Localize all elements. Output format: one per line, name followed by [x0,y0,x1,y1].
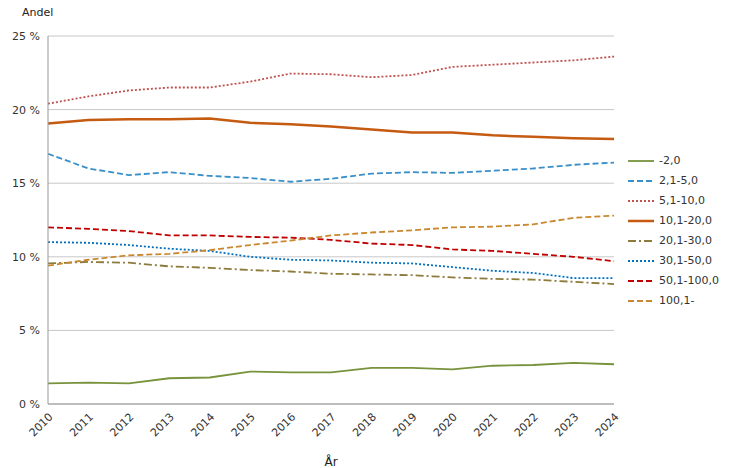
svg-text:5 %: 5 % [19,324,40,337]
html-text:50,1-100,0: 50,1-100,0 [659,274,719,287]
svg-text:2015: 2015 [229,410,258,439]
svg-text:20 %: 20 % [12,104,40,117]
svg-text:15 %: 15 % [12,177,40,190]
svg-text:2018: 2018 [350,410,379,439]
svg-text:2020: 2020 [431,410,460,439]
svg-text:2019: 2019 [391,410,420,439]
svg-text:2024: 2024 [593,410,622,439]
svg-text:2011: 2011 [67,410,96,439]
svg-text:2012: 2012 [108,410,137,439]
svg-text:0 %: 0 % [19,398,40,411]
svg-text:2021: 2021 [471,410,500,439]
html-text:5,1-10,0: 5,1-10,0 [659,194,705,207]
svg-text:2016: 2016 [269,410,298,439]
svg-text:2017: 2017 [310,410,339,439]
html-text:30,1-50,0: 30,1-50,0 [659,254,712,267]
svg-text:2010: 2010 [27,410,56,439]
svg-text:2023: 2023 [552,410,581,439]
html-text:-2,0: -2,0 [659,154,681,167]
html-text:2,1-5,0: 2,1-5,0 [659,174,698,187]
svg-text:2022: 2022 [512,410,541,439]
svg-text:25 %: 25 % [12,30,40,43]
html-text:20,1-30,0: 20,1-30,0 [659,234,712,247]
html-text:Andel: Andel [22,6,54,19]
svg-text:2014: 2014 [188,410,217,439]
html-text:100,1-: 100,1- [659,294,695,307]
svg-text:År: År [324,454,337,468]
svg-text:2013: 2013 [148,410,177,439]
svg-text:10 %: 10 % [12,251,40,264]
html-text:10,1-20,0: 10,1-20,0 [659,214,712,227]
